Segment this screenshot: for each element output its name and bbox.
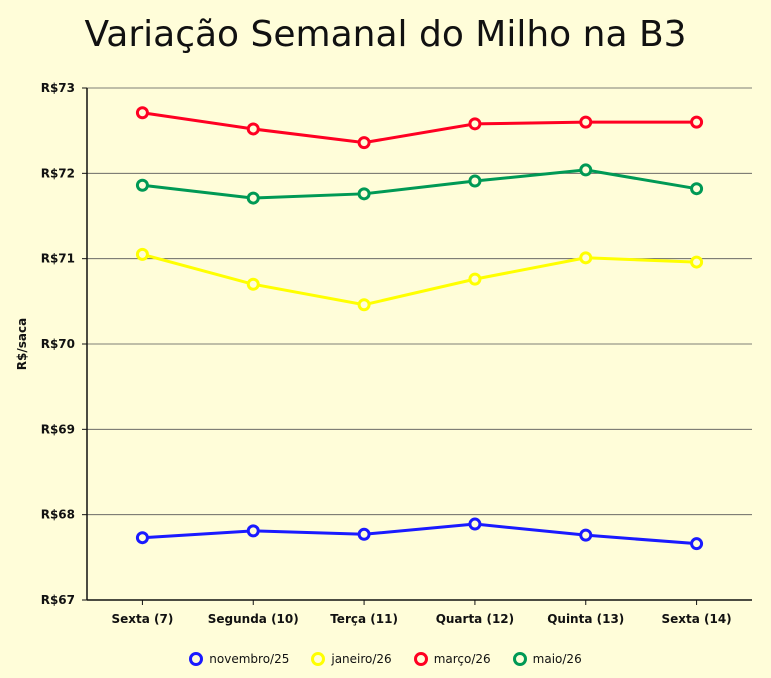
x-tick-label: Quarta (12) — [436, 612, 514, 626]
data-point — [135, 106, 149, 120]
data-point — [468, 517, 482, 531]
chart-title: Variação Semanal do Milho na B3 — [84, 14, 687, 55]
data-point — [690, 115, 704, 129]
legend-item[interactable]: janeiro/26 — [311, 652, 392, 666]
data-point — [246, 191, 260, 205]
y-axis-label: R$/saca — [15, 318, 29, 370]
legend-label: março/26 — [433, 652, 491, 666]
legend-item[interactable]: novembro/25 — [189, 652, 289, 666]
legend-marker — [189, 652, 204, 666]
legend-item[interactable]: maio/26 — [512, 652, 582, 666]
legend-marker — [311, 652, 326, 666]
data-point — [690, 255, 704, 269]
y-tick-label: R$71 — [41, 252, 75, 266]
y-tick-label: R$73 — [41, 81, 75, 95]
legend-label: janeiro/26 — [331, 652, 392, 666]
data-point — [468, 272, 482, 286]
y-tick-label: R$67 — [41, 593, 75, 607]
data-point — [135, 531, 149, 545]
x-tick-label: Sexta (14) — [661, 612, 731, 626]
series-line — [142, 168, 697, 200]
data-point — [579, 115, 593, 129]
series-line — [142, 252, 697, 307]
data-point — [690, 537, 704, 551]
data-point — [357, 298, 371, 312]
data-point — [135, 247, 149, 261]
legend-label: novembro/25 — [209, 652, 290, 666]
legend-marker — [512, 652, 527, 666]
data-point — [468, 117, 482, 131]
legend: novembro/25 janeiro/26 março/26 maio/26 — [0, 652, 771, 666]
x-tick-label: Quinta (13) — [547, 612, 624, 626]
x-tick-label: Segunda (10) — [208, 612, 299, 626]
data-point — [357, 187, 371, 201]
legend-label: maio/26 — [532, 652, 582, 666]
x-tick-label: Sexta (7) — [111, 612, 173, 626]
x-tick-label: Terça (11) — [330, 612, 398, 626]
data-point — [246, 277, 260, 291]
series-line — [142, 522, 697, 546]
data-point — [357, 136, 371, 150]
legend-item[interactable]: março/26 — [413, 652, 491, 666]
data-point — [690, 182, 704, 196]
data-point — [579, 528, 593, 542]
data-point — [579, 251, 593, 265]
y-tick-label: R$70 — [41, 337, 75, 351]
y-tick-label: R$72 — [41, 166, 75, 180]
y-tick-label: R$68 — [41, 508, 75, 522]
legend-marker — [413, 652, 428, 666]
data-point — [468, 174, 482, 188]
data-point — [579, 163, 593, 177]
data-point — [135, 178, 149, 192]
data-point — [357, 527, 371, 541]
series-line — [142, 111, 697, 145]
y-tick-label: R$69 — [41, 422, 75, 436]
data-point — [246, 524, 260, 538]
data-point — [246, 122, 260, 136]
